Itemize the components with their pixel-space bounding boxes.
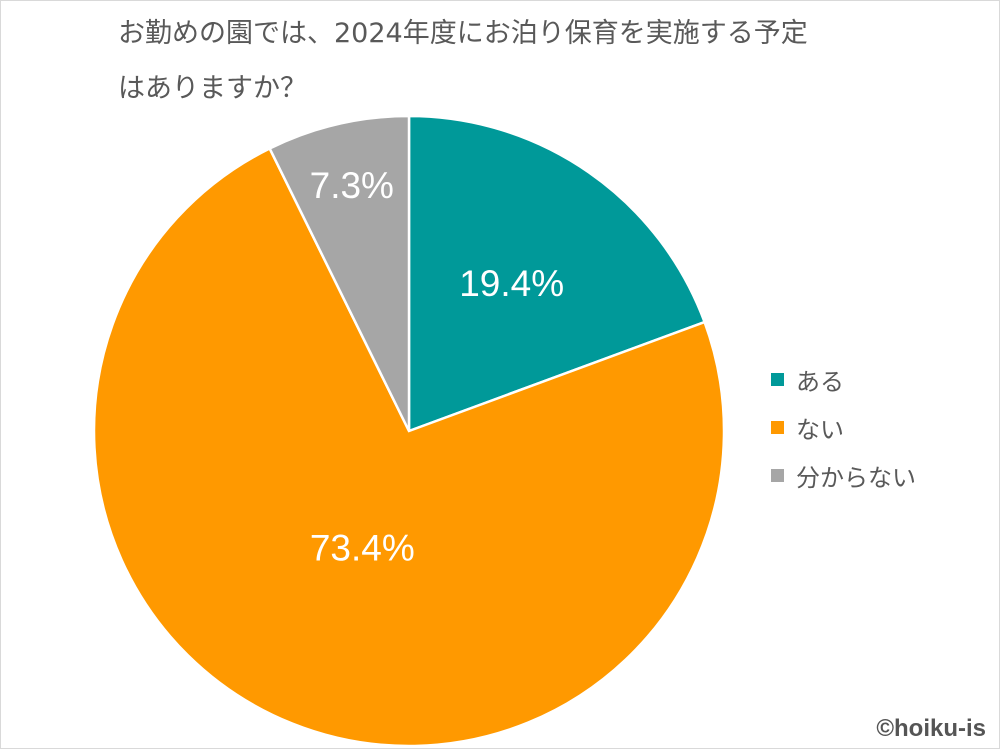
legend-item-nai: ない — [771, 403, 916, 451]
legend-swatch-wakaranai — [771, 468, 784, 482]
legend: ある ない 分からない — [771, 355, 916, 499]
chart-title: お勤めの園では、2024年度にお泊り保育を実施する予定 はありますか？ — [118, 6, 918, 116]
legend-swatch-aru — [771, 372, 784, 386]
data-label-aru: 19.4% — [459, 263, 564, 304]
pie-slice-aru — [407, 114, 707, 433]
chart-title-line-2: はありますか？ — [118, 73, 307, 104]
legend-item-wakaranai: 分からない — [771, 451, 916, 499]
legend-swatch-nai — [771, 420, 784, 434]
copyright-watermark: ©hoiku-is — [876, 715, 986, 742]
legend-label-wakaranai: 分からない — [796, 463, 916, 492]
legend-label-aru: ある — [796, 367, 844, 396]
legend-label-nai: ない — [796, 415, 844, 444]
legend-item-aru: ある — [771, 355, 916, 403]
chart-title-line-1: お勤めの園では、2024年度にお泊り保育を実施する予定 — [118, 18, 808, 49]
pie-slice-wakaranai — [267, 114, 411, 432]
pie-slice-nai — [92, 146, 726, 748]
data-label-nai: 73.4% — [310, 528, 415, 569]
data-label-wakaranai: 7.3% — [310, 165, 394, 206]
